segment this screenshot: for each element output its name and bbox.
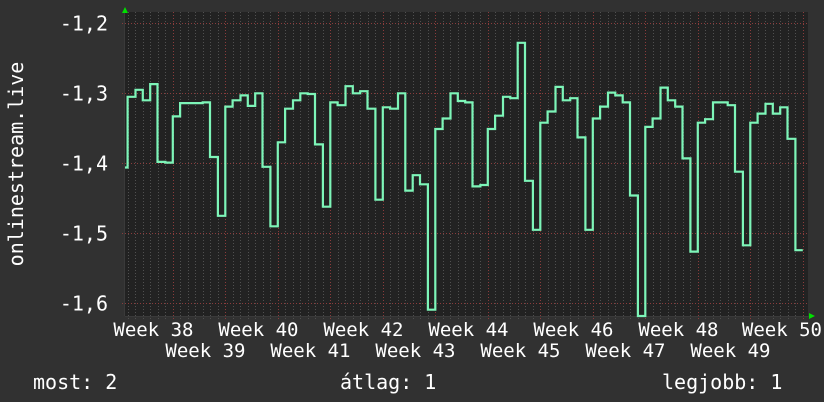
legend-current: most: 2 — [33, 370, 117, 394]
x-tick-label: Week 47 — [585, 340, 665, 362]
x-tick-label: Week 44 — [428, 319, 508, 341]
x-tick-label: Week 42 — [323, 319, 403, 341]
x-tick-label: Week 41 — [270, 340, 350, 362]
x-tick-label: Week 45 — [480, 340, 560, 362]
legend-average: átlag: 1 — [340, 370, 436, 394]
grid — [122, 12, 810, 319]
x-tick-label: Week 50 — [742, 319, 822, 341]
y-tick-label: -1,2 — [60, 12, 108, 36]
x-tick-label: Week 38 — [113, 319, 193, 341]
y-tick-label: -1,4 — [60, 152, 108, 176]
x-tick-label: Week 48 — [638, 319, 718, 341]
y-tick-label: -1,5 — [60, 222, 108, 246]
y-axis-arrow-icon — [122, 7, 128, 13]
y-tick-label: -1,6 — [60, 292, 108, 316]
x-tick-label: Week 40 — [218, 319, 298, 341]
x-tick-label: Week 39 — [165, 340, 245, 362]
y-axis-ticks: -1,2 -1,3 -1,4 -1,5 -1,6 — [60, 12, 108, 316]
series-line — [125, 41, 803, 318]
y-axis-label: onlinestream.live — [4, 62, 28, 267]
y-tick-label: -1,3 — [60, 82, 108, 106]
x-tick-label: Week 49 — [690, 340, 770, 362]
x-axis-arrow-icon — [809, 313, 815, 319]
x-tick-label: Week 43 — [375, 340, 455, 362]
x-tick-label: Week 46 — [533, 319, 613, 341]
legend-max: legjobb: 1 — [662, 370, 782, 394]
plot-area — [125, 12, 808, 316]
